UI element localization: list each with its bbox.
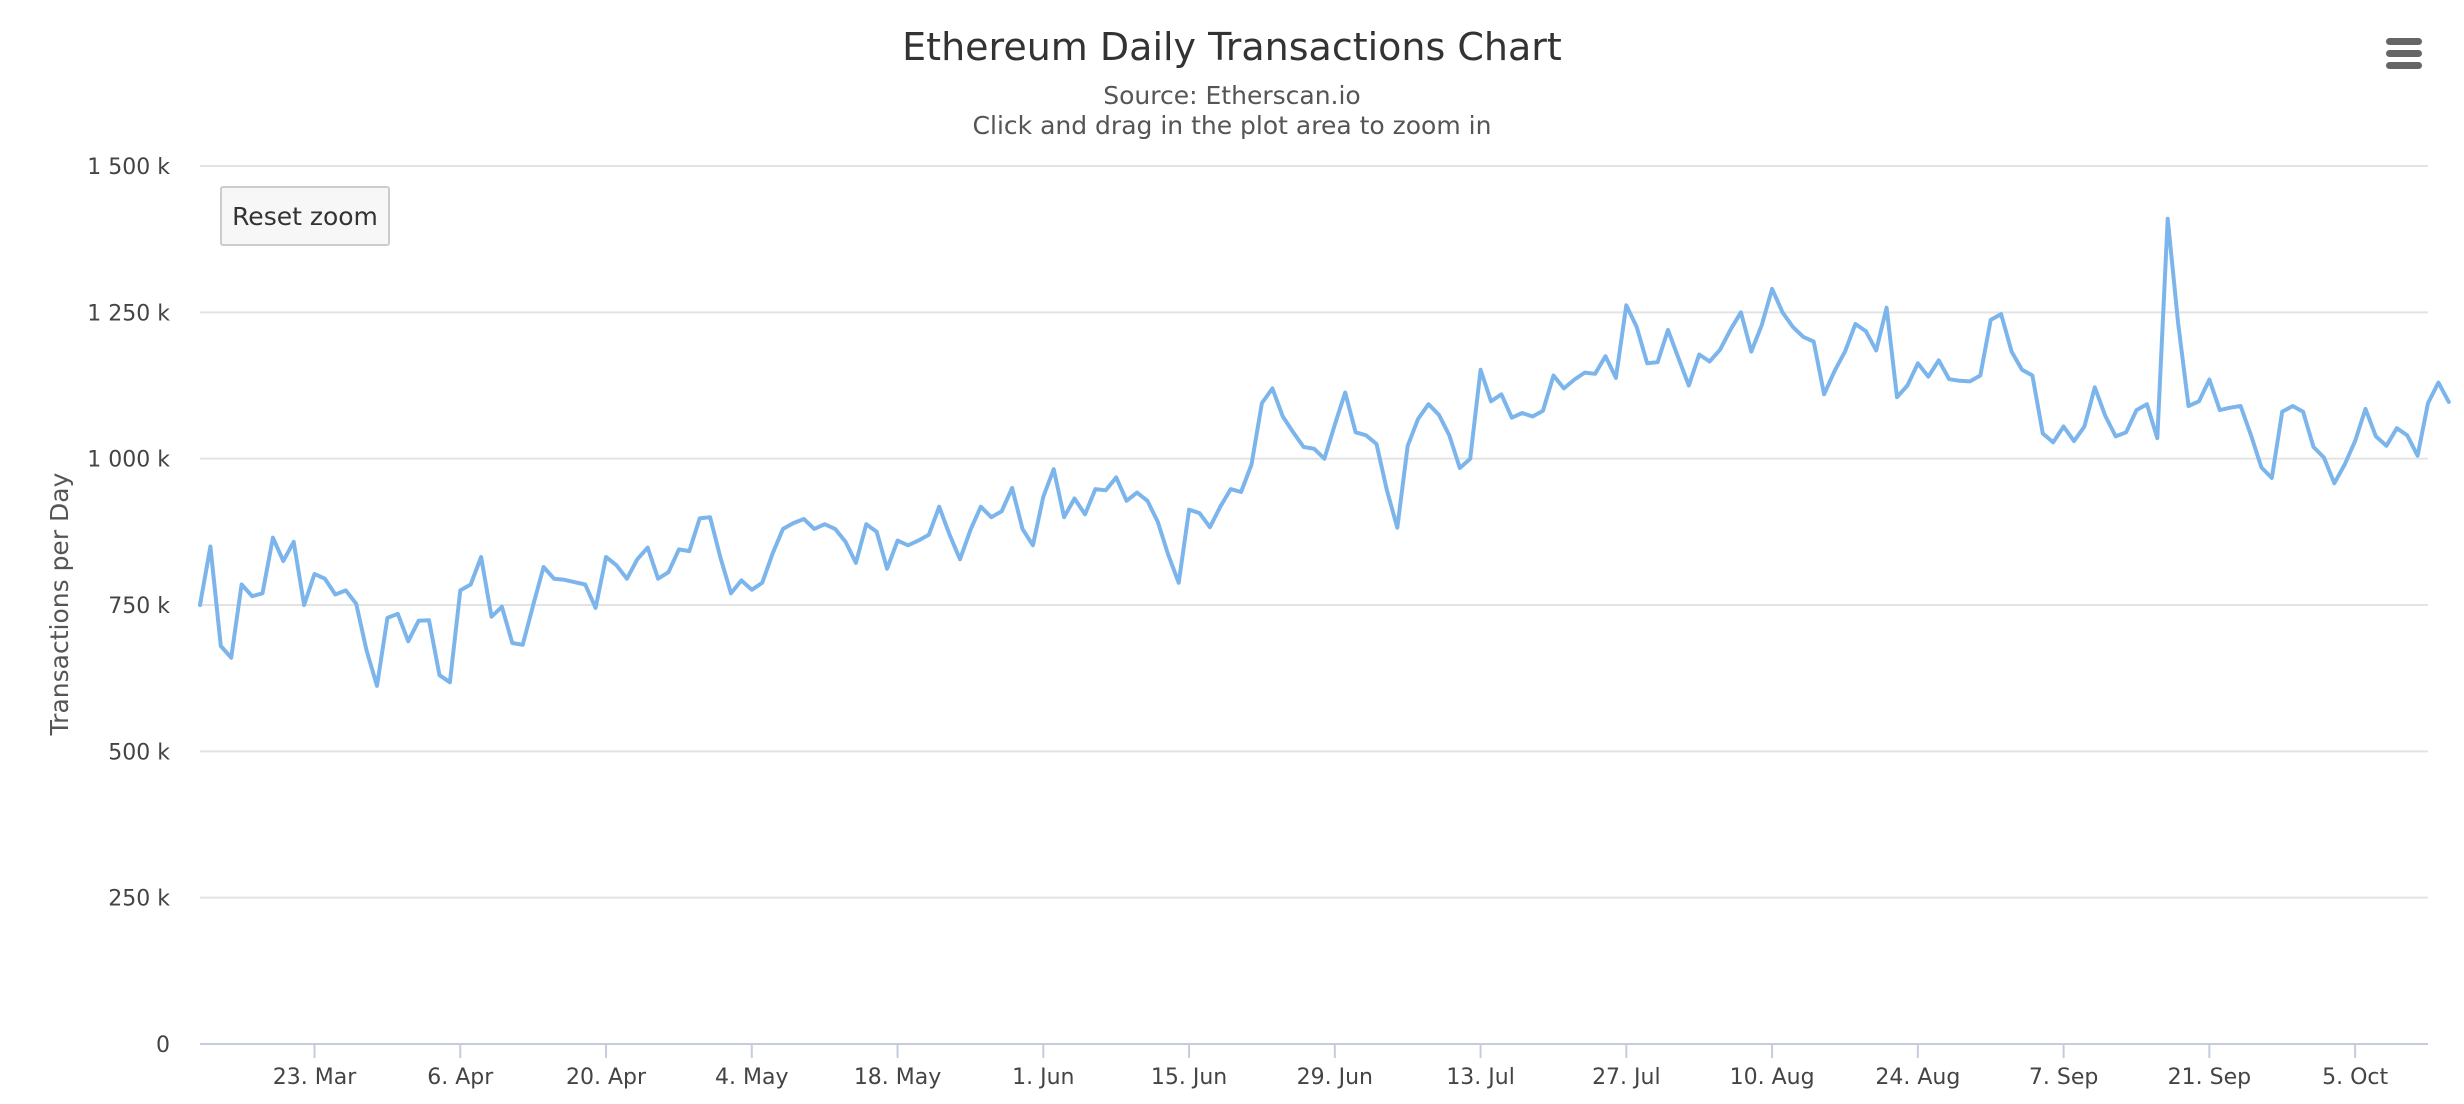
x-tick-label: 27. Jul [1592,1065,1661,1090]
x-axis: 23. Mar 6. Apr 20. Apr 4. May 18. May 1. Jun 1… [200,1043,2428,1090]
x-tick-label: 4. May [715,1065,788,1090]
reset-zoom-label: Reset zoom [232,201,378,231]
y-tick-label: 0 [156,1033,170,1058]
x-tick-label: 20. Apr [566,1065,647,1090]
y-tick-label: 1 000 k [87,448,170,473]
x-tick-label: 10. Aug [1730,1065,1815,1090]
y-tick-label: 750 k [108,594,170,619]
chart-subtitle-source: Source: Etherscan.io [1103,81,1360,110]
y-axis-labels: 0 250 k 500 k 750 k 1 000 k 1 250 k 1 500 k [87,155,170,1058]
chart-subtitle-hint: Click and drag in the plot area to zoom … [973,111,1492,140]
reset-zoom-button[interactable]: Reset zoom [220,186,390,246]
menu-bar [2386,62,2422,69]
x-tick-label: 7. Sep [2029,1065,2098,1090]
hamburger-menu-icon[interactable] [2384,38,2424,74]
x-tick-label: 15. Jun [1151,1065,1227,1090]
y-tick-label: 250 k [108,887,170,912]
chart-title: Ethereum Daily Transactions Chart [902,25,1562,69]
menu-bar [2386,38,2422,45]
x-tick-label: 21. Sep [2168,1065,2251,1090]
x-tick-label: 23. Mar [273,1065,357,1090]
series-layer[interactable] [198,216,2451,688]
x-tick-label: 13. Jul [1446,1065,1515,1090]
grid-lines [200,165,2428,899]
x-tick-label: 18. May [854,1065,941,1090]
y-axis-title: Transactions per Day [45,472,74,736]
y-tick-label: 1 250 k [87,301,170,326]
x-tick-label: 24. Aug [1875,1065,1960,1090]
y-tick-label: 500 k [108,740,170,765]
x-tick-label: 6. Apr [427,1065,494,1090]
x-tick-label: 1. Jun [1012,1065,1074,1090]
x-tick-label: 29. Jun [1297,1065,1373,1090]
menu-bar [2386,50,2422,57]
x-tick-label: 5. Oct [2322,1065,2388,1090]
y-tick-label: 1 500 k [87,155,170,180]
daily-transactions-series-line[interactable] [198,216,2451,688]
